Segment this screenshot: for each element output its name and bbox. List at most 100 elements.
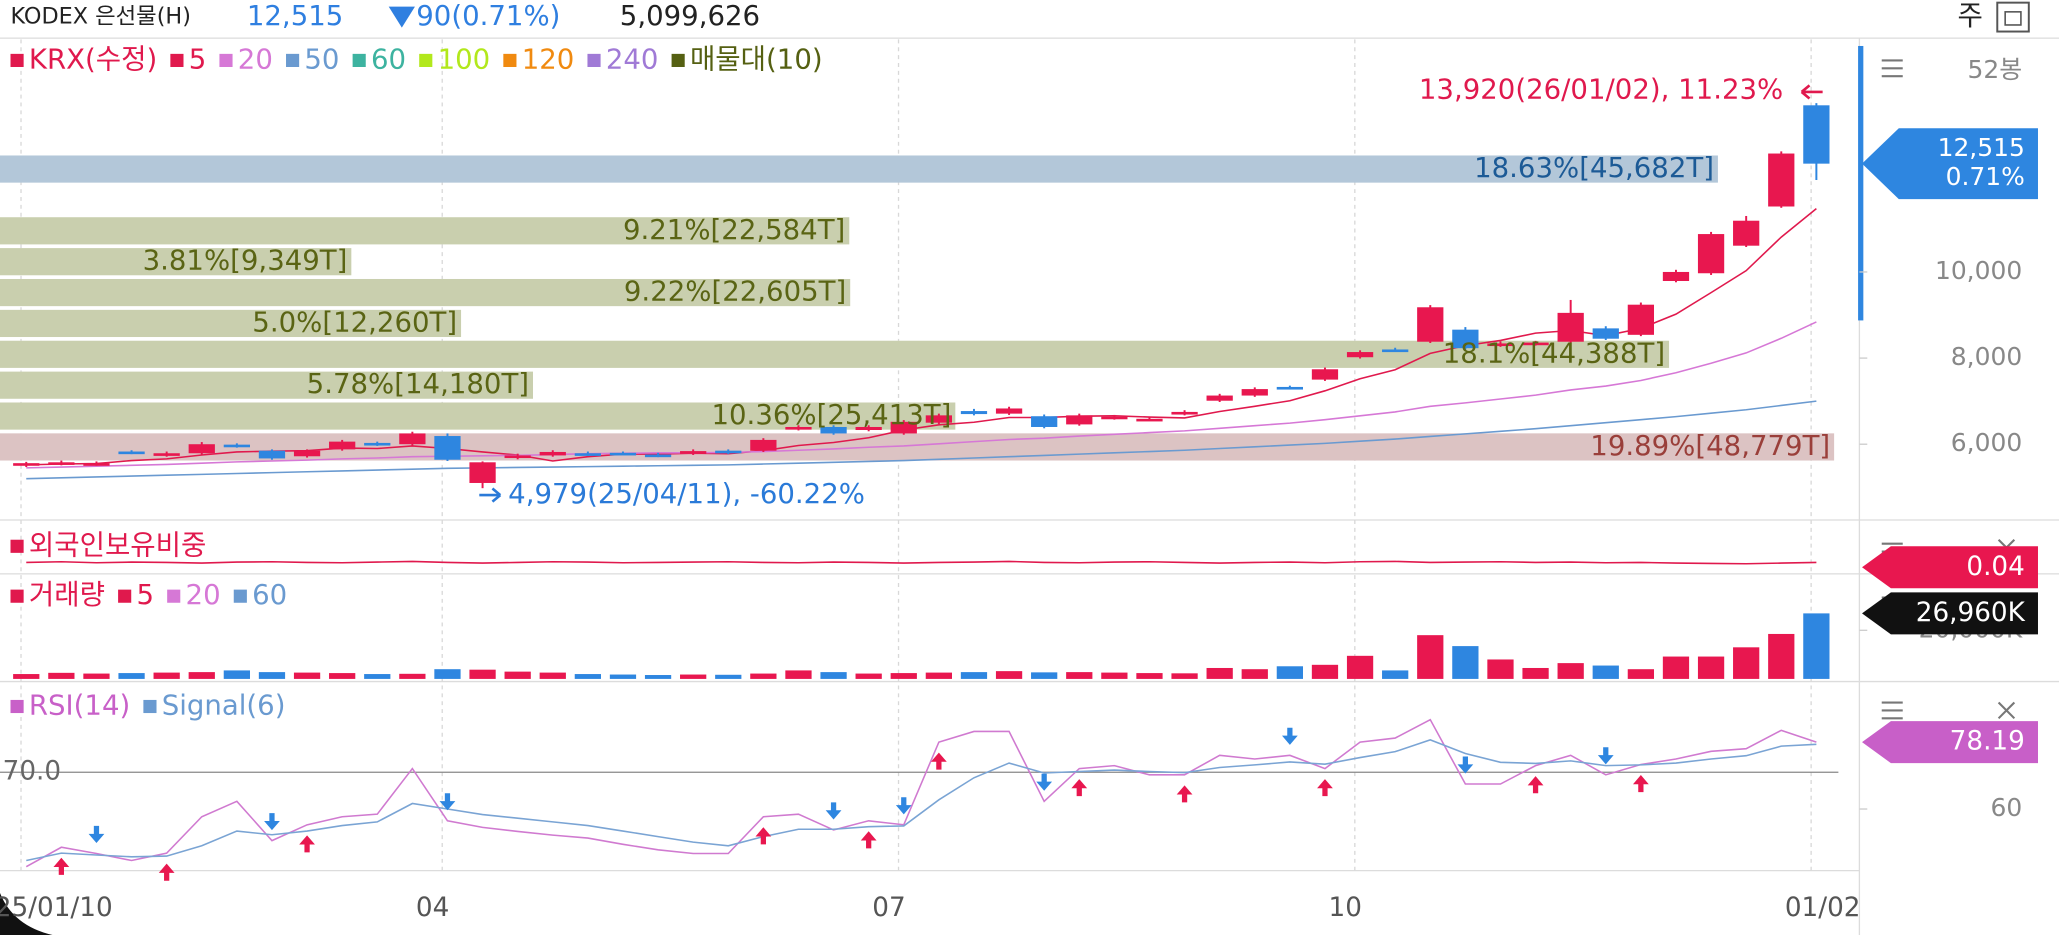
- volume-bar: [1627, 669, 1655, 679]
- volume-bar: [434, 669, 461, 679]
- candle-body: [1522, 342, 1549, 346]
- legend-label: 60: [371, 42, 406, 75]
- volume-bar: [1803, 613, 1830, 679]
- volume-bar: [960, 672, 988, 679]
- volume-bar: [258, 672, 286, 679]
- volume-bar: [13, 674, 40, 679]
- volume-bar: [1346, 655, 1374, 679]
- candle-body: [1171, 411, 1198, 415]
- buy-signal: [299, 835, 315, 853]
- legend-swatch: [170, 53, 184, 67]
- volume-bar: [1452, 646, 1479, 679]
- legend-swatch: [167, 589, 181, 603]
- volume-bar: [574, 674, 601, 679]
- volume: 5,099,626: [620, 0, 760, 32]
- candle-body: [48, 462, 75, 465]
- candle-body: [750, 439, 777, 451]
- volume-bar: [1592, 665, 1619, 679]
- candle-body: [539, 451, 566, 456]
- bar-count: 52봉: [1968, 55, 2023, 84]
- volume-bar: [153, 672, 180, 679]
- candle-body: [680, 451, 707, 454]
- header: KODEX 은선물(H) 12,515 90(0.71%) 5,099,626 …: [11, 0, 2030, 33]
- series-line: [26, 739, 1817, 862]
- candle-body: [1662, 271, 1690, 282]
- volume-profile-bar: [0, 402, 956, 430]
- candle-body: [715, 450, 742, 454]
- close-icon[interactable]: [1997, 701, 2016, 720]
- buy-signal: [930, 752, 947, 770]
- candle-body: [469, 462, 496, 483]
- candle-body: [364, 442, 391, 446]
- candle-body: [153, 453, 180, 456]
- volume-bar: [609, 674, 637, 679]
- volume-profile-label: 18.63%[45,682T]: [1474, 151, 1714, 184]
- candle-body: [1697, 234, 1725, 274]
- candle-body: [1768, 153, 1795, 207]
- moving-average-line: [26, 321, 1817, 469]
- sell-signal: [1036, 773, 1053, 791]
- candle-body: [13, 463, 40, 466]
- volume-bar: [1171, 673, 1198, 679]
- volume-bar: [680, 674, 707, 679]
- volume-bar: [1241, 669, 1268, 679]
- volume-bar: [855, 673, 882, 679]
- volume-bar: [750, 673, 777, 679]
- volume-profile-bar: [0, 248, 352, 276]
- volume-profile-label: 9.22%[22,605T]: [624, 275, 846, 308]
- candle-body: [1206, 395, 1233, 401]
- volume-profile-label: 5.0%[12,260T]: [252, 305, 457, 338]
- layout-button[interactable]: [1996, 1, 2030, 33]
- period[interactable]: 주: [1957, 0, 1982, 32]
- candle-body: [890, 421, 917, 434]
- candle-body: [188, 444, 215, 454]
- y-tick-label: 10,000: [1935, 256, 2022, 285]
- candle-body: [504, 455, 531, 459]
- legend-swatch: [10, 699, 24, 714]
- legend-label: 매물대(10): [690, 42, 823, 75]
- corner: [0, 892, 53, 935]
- volume-profile-bar: [0, 371, 533, 399]
- candle-body: [399, 433, 426, 445]
- x-tick-label: 25/01/10: [0, 893, 113, 923]
- x-tick-label: 10: [1329, 893, 1362, 923]
- candle-body: [960, 411, 988, 415]
- low-annotation: 4,979(25/04/11), -60.22%: [508, 477, 865, 510]
- candle-body: [1417, 307, 1444, 342]
- reference-label: 70.0: [3, 757, 61, 787]
- candle-body: [1382, 349, 1409, 353]
- candle-body: [855, 426, 882, 431]
- volume-profile-label: 3.81%[9,349T]: [143, 244, 348, 277]
- volume-bar: [1066, 672, 1093, 679]
- legend-swatch: [352, 53, 366, 67]
- moving-average-line: [26, 400, 1817, 480]
- volume-bar: [1733, 647, 1760, 679]
- panel-borders: [0, 37, 2059, 935]
- volume-bar: [48, 672, 75, 679]
- volume-profile-label: 9.21%[22,584T]: [623, 213, 845, 246]
- buy-signal: [158, 863, 175, 881]
- legend-label: 240: [606, 42, 659, 75]
- y-tick-label: 6,000: [1951, 428, 2022, 457]
- volume-profile-bar: [0, 278, 851, 307]
- price: 12,515: [247, 0, 343, 32]
- volume-bar: [1136, 673, 1163, 679]
- buy-signal: [53, 857, 70, 875]
- sell-signal: [1457, 756, 1474, 774]
- y-tick-label: 8,000: [1951, 342, 2022, 371]
- stock-name: KODEX 은선물(H): [11, 4, 191, 30]
- legend-swatch: [118, 589, 132, 603]
- layout-icon: [2004, 11, 2022, 26]
- buy-signal: [860, 831, 877, 849]
- candle-body: [1592, 328, 1619, 339]
- buy-signal: [1176, 785, 1193, 803]
- value-tag-label: 0.04: [1966, 552, 2024, 582]
- high-annotation: 13,920(26/01/02), 11.23%: [1419, 73, 1783, 106]
- volume-profile-label: 19.89%[48,779T]: [1590, 429, 1830, 462]
- arrow-left: [1800, 84, 1823, 100]
- candle-body: [1136, 418, 1163, 422]
- change: 90(0.71%): [416, 0, 560, 32]
